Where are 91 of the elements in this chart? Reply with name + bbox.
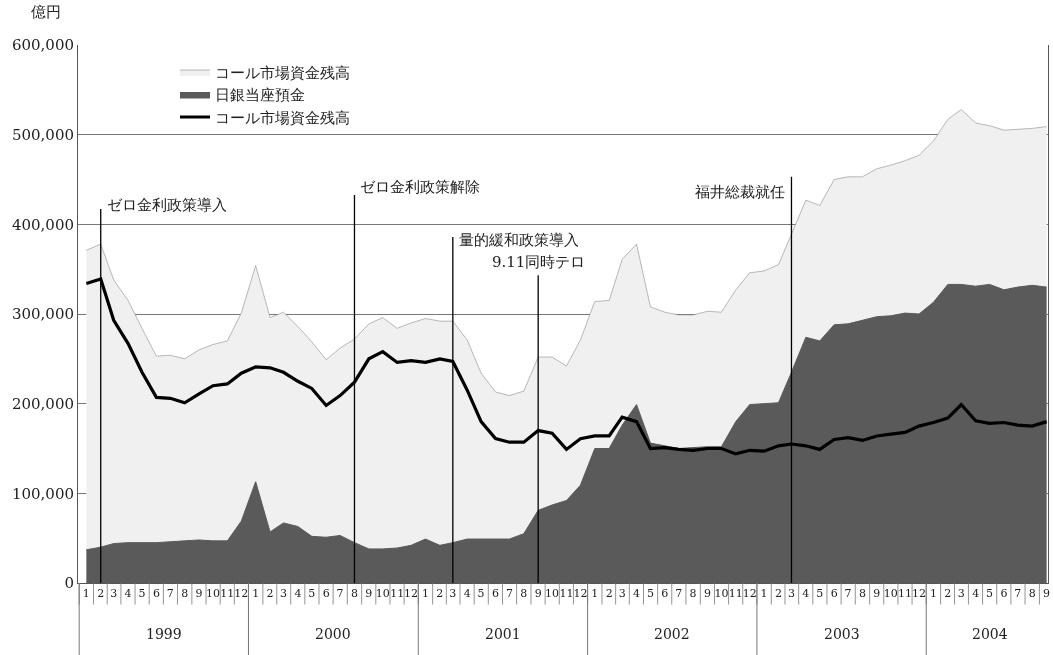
x-tick-label: 11 [559,587,574,601]
text: 1999 [146,626,182,642]
x-tick-label: 10 [375,587,390,601]
x-tick-label: 9 [365,587,373,601]
ref-line-label: ゼロ金利政策導入 [107,196,227,214]
x-tick-label: 11 [728,587,743,601]
text: 2004 [972,626,1008,642]
x-tick-label: 8 [689,587,697,601]
x-tick-label: 12 [912,587,927,601]
x-tick-label: 5 [816,587,824,601]
ref-line-label: ゼロ金利政策解除 [360,178,480,196]
text: 2001 [485,626,521,642]
x-tick-label: 3 [618,587,626,601]
x-tick-label: 4 [124,587,132,601]
y-tick-label: 100,000 [11,484,74,503]
text: 2003 [824,626,860,642]
x-tick-label: 10 [545,587,560,601]
x-tick-label: 7 [336,587,344,601]
x-tick-label: 2 [266,587,274,601]
text: 2002 [654,626,690,642]
x-tick-label: 2 [944,587,952,601]
x-tick-label: 4 [972,587,980,601]
x-tick-label: 12 [234,587,249,601]
x-tick-label: 8 [858,587,866,601]
legend-label: 日銀当座預金 [215,86,305,105]
y-tick-label: 0 [64,574,74,593]
ref-line-label: 福井総裁就任 [695,183,785,201]
x-tick-label: 5 [308,587,316,601]
x-tick-label: 4 [294,587,302,601]
x-tick-label: 5 [646,587,654,601]
x-tick-label: 10 [883,587,898,601]
x-tick-label: 6 [322,587,330,601]
y-tick-label: 200,000 [11,394,74,413]
x-tick-label: 11 [220,587,235,601]
x-tick-label: 2 [436,587,444,601]
x-tick-label: 7 [505,587,513,601]
x-tick-label: 3 [449,587,457,601]
x-tick-label: 7 [675,587,683,601]
y-tick-label: 400,000 [11,215,74,234]
x-tick-label: 1 [929,587,937,601]
x-tick-label: 3 [280,587,287,601]
x-tick-label: 6 [1000,587,1008,601]
x-tick-label: 4 [633,587,641,601]
x-tick-label: 3 [787,587,795,601]
x-tick-label: 1 [252,587,260,601]
x-tick-label: 9 [1043,587,1051,601]
x-tick-label: 5 [477,587,485,601]
x-tick-label: 1 [591,587,599,601]
x-tick-label: 7 [844,587,852,601]
x-tick-label: 3 [110,587,118,601]
x-tick-label: 12 [742,587,757,601]
x-tick-label: 11 [898,587,913,601]
x-tick-label: 10 [714,587,729,601]
x-tick-label: 8 [350,587,358,601]
x-tick-label: 4 [802,587,810,601]
y-tick-label: 300,000 [11,305,74,324]
x-tick-label: 2 [97,587,105,601]
x-tick-label: 6 [152,587,160,601]
x-tick-label: 5 [986,587,994,601]
legend-label: コール市場資金残高 [215,63,350,82]
x-tick-label: 10 [205,587,220,601]
x-tick-label: 8 [1028,587,1036,601]
text: 2000 [315,626,351,642]
legend-label: コール市場資金残高 [215,108,350,127]
x-tick-label: 1 [82,587,90,601]
x-tick-label: 5 [138,587,146,601]
x-tick-label: 1 [421,587,429,601]
x-tick-label: 12 [573,587,588,601]
ref-line-label: 量的緩和政策導入 [459,231,579,249]
y-tick-label: 600,000 [11,36,74,55]
y-tick-label: 500,000 [11,125,74,144]
x-tick-label: 8 [181,587,189,601]
x-tick-label: 11 [390,587,405,601]
ref-line-label: 9.11同時テロ [492,253,586,271]
x-tick-label: 9 [873,587,881,601]
x-tick-label: 9 [704,587,711,601]
x-tick-label: 12 [404,587,419,601]
x-tick-label: 7 [1014,587,1022,601]
x-tick-label: 2 [774,587,782,601]
x-tick-label: 9 [534,587,542,601]
x-tick-label: 6 [492,587,499,601]
x-tick-label: 6 [830,587,838,601]
x-tick-label: 1 [760,587,768,601]
x-tick-label: 6 [661,587,669,601]
y-axis-title: 億円 [31,3,61,21]
x-tick-label: 4 [463,587,471,601]
x-tick-label: 3 [957,587,965,601]
x-tick-label: 9 [195,587,203,601]
x-tick-label: 7 [166,587,174,601]
x-tick-label: 2 [605,587,613,601]
x-tick-label: 8 [520,587,528,601]
